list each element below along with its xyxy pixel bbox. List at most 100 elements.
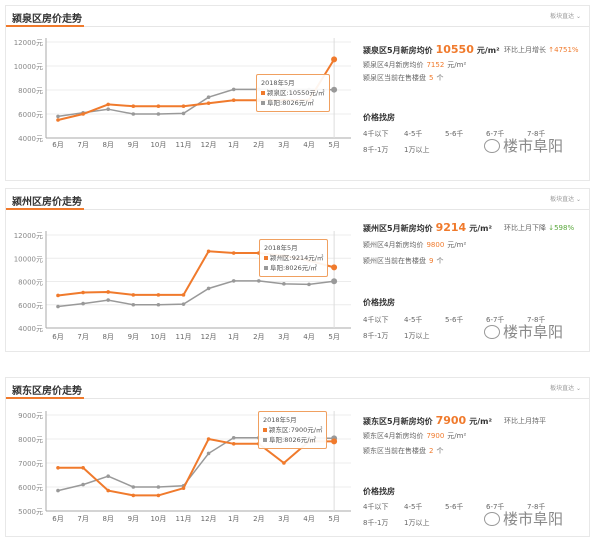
- price-range-option[interactable]: 1万以上: [404, 332, 430, 340]
- city-price-point[interactable]: [56, 304, 60, 309]
- price-range-option[interactable]: 7-8千: [527, 503, 546, 511]
- block-direct-link[interactable]: 板块直达 ⌄: [550, 385, 581, 392]
- price-range-option[interactable]: 1万以上: [404, 519, 430, 527]
- district-price-point[interactable]: [206, 249, 211, 254]
- watermark-text: 楼市阜阳: [503, 510, 564, 528]
- district-price-point[interactable]: [56, 466, 60, 470]
- district-price-panel: 颍东区房价走势 板块直达 ⌄ 9000元 8000元 7000元 6000元 5000元…: [5, 377, 590, 537]
- district-price-point[interactable]: [181, 104, 186, 108]
- price-range-option[interactable]: 7-8千: [527, 130, 546, 138]
- price-range-option[interactable]: 5-6千: [445, 316, 464, 324]
- chart-tooltip: 2018年5月 颍泉区:10550元/㎡ 阜阳:8026元/㎡: [256, 74, 330, 112]
- district-price-point[interactable]: [206, 437, 211, 441]
- city-price-point[interactable]: [331, 86, 338, 93]
- district-price-point[interactable]: [56, 118, 60, 122]
- x-tick-label: 4月: [303, 141, 314, 149]
- city-price-point[interactable]: [331, 278, 338, 285]
- city-price-point[interactable]: [206, 95, 211, 99]
- city-price-point[interactable]: [156, 112, 161, 116]
- city-price-point[interactable]: [56, 114, 60, 119]
- city-price-point[interactable]: [282, 282, 286, 286]
- y-tick-label: 6000元: [18, 484, 43, 492]
- district-price-point[interactable]: [282, 461, 286, 465]
- city-price-point[interactable]: [206, 451, 211, 456]
- district-price-point[interactable]: [331, 438, 338, 445]
- price-range-option[interactable]: 6-7千: [486, 130, 505, 138]
- y-tick-label: 4000元: [18, 135, 43, 143]
- watermark: 楼市阜阳: [484, 135, 563, 156]
- tooltip-district: 颍州区:9214元/㎡: [270, 254, 324, 262]
- price-range-option[interactable]: 4-5千: [404, 503, 423, 511]
- district-price-point[interactable]: [106, 102, 110, 107]
- city-price-point[interactable]: [231, 279, 236, 283]
- city-price-point[interactable]: [81, 301, 85, 306]
- price-range-option[interactable]: 6-7千: [486, 503, 505, 511]
- city-price-point[interactable]: [131, 485, 136, 489]
- city-price-point[interactable]: [181, 111, 186, 116]
- district-price-point[interactable]: [156, 493, 161, 498]
- city-price-point[interactable]: [257, 279, 261, 283]
- price-range-option[interactable]: 5-6千: [445, 130, 464, 138]
- price-range-option[interactable]: 8千-1万: [363, 519, 389, 527]
- district-price-point[interactable]: [231, 251, 236, 255]
- price-range-option[interactable]: 4千以下: [363, 130, 389, 138]
- price-range-option[interactable]: 6-7千: [486, 316, 505, 324]
- city-price-point[interactable]: [106, 474, 110, 478]
- district-price-point[interactable]: [156, 293, 161, 297]
- district-price-point[interactable]: [106, 488, 110, 493]
- price-range-option[interactable]: 4-5千: [404, 130, 423, 138]
- prev-price-value: 7152: [426, 61, 445, 69]
- district-price-point[interactable]: [81, 290, 85, 295]
- prev-price-value: 9800: [426, 241, 445, 249]
- city-price-point[interactable]: [231, 87, 236, 92]
- district-price-point[interactable]: [56, 293, 60, 298]
- district-price-point[interactable]: [131, 493, 136, 498]
- price-range-option[interactable]: 8千-1万: [363, 332, 389, 340]
- price-range-option[interactable]: 7-8千: [527, 316, 546, 324]
- city-price-point[interactable]: [156, 302, 161, 307]
- district-price-point[interactable]: [206, 101, 211, 105]
- price-range-option[interactable]: 4千以下: [363, 503, 389, 511]
- city-price-point[interactable]: [231, 436, 236, 440]
- district-price-point[interactable]: [81, 466, 85, 470]
- x-tick-label: 7月: [77, 141, 88, 149]
- city-price-point[interactable]: [81, 482, 85, 487]
- district-price-point[interactable]: [131, 293, 136, 297]
- city-price-point[interactable]: [206, 286, 211, 291]
- city-price-point[interactable]: [307, 282, 311, 287]
- price-range-option[interactable]: 5-6千: [445, 503, 464, 511]
- price-range-option[interactable]: 8千-1万: [363, 146, 389, 154]
- tooltip-city-row: 阜阳:8026元/㎡: [264, 263, 323, 273]
- y-tick-label: 4000元: [18, 325, 43, 333]
- x-tick-label: 7月: [77, 515, 88, 523]
- prev-price-value: 7900: [426, 432, 445, 440]
- district-price-point[interactable]: [81, 112, 85, 116]
- city-price-point[interactable]: [56, 488, 60, 493]
- tooltip-city: 阜阳:8026元/㎡: [267, 99, 314, 107]
- district-price-point[interactable]: [131, 104, 136, 108]
- prev-price-label: 颍泉区4月新房均价: [363, 61, 424, 69]
- price-range-option[interactable]: 4千以下: [363, 316, 389, 324]
- city-price-point[interactable]: [106, 107, 110, 111]
- price-range-option[interactable]: 4-5千: [404, 316, 423, 324]
- district-price-point[interactable]: [181, 486, 186, 490]
- prev-price-label: 颍东区4月新房均价: [363, 432, 424, 440]
- city-price-point[interactable]: [156, 485, 161, 489]
- district-price-point[interactable]: [181, 293, 186, 297]
- district-price-point[interactable]: [156, 104, 161, 108]
- city-price-point[interactable]: [131, 302, 136, 307]
- title-underline: [6, 25, 84, 27]
- district-price-point[interactable]: [231, 98, 236, 102]
- change-label: 环比上月下降: [504, 224, 546, 232]
- district-price-point[interactable]: [106, 290, 110, 294]
- block-direct-link[interactable]: 板块直达 ⌄: [550, 196, 581, 203]
- district-price-point[interactable]: [231, 442, 236, 446]
- district-price-point[interactable]: [331, 264, 338, 271]
- block-direct-link[interactable]: 板块直达 ⌄: [550, 13, 581, 20]
- city-price-point[interactable]: [181, 302, 186, 306]
- city-price-point[interactable]: [131, 112, 136, 116]
- district-price-point[interactable]: [331, 56, 338, 63]
- city-price-point[interactable]: [106, 298, 110, 302]
- price-range-option[interactable]: 1万以上: [404, 146, 430, 154]
- gray-square-icon: [261, 101, 265, 105]
